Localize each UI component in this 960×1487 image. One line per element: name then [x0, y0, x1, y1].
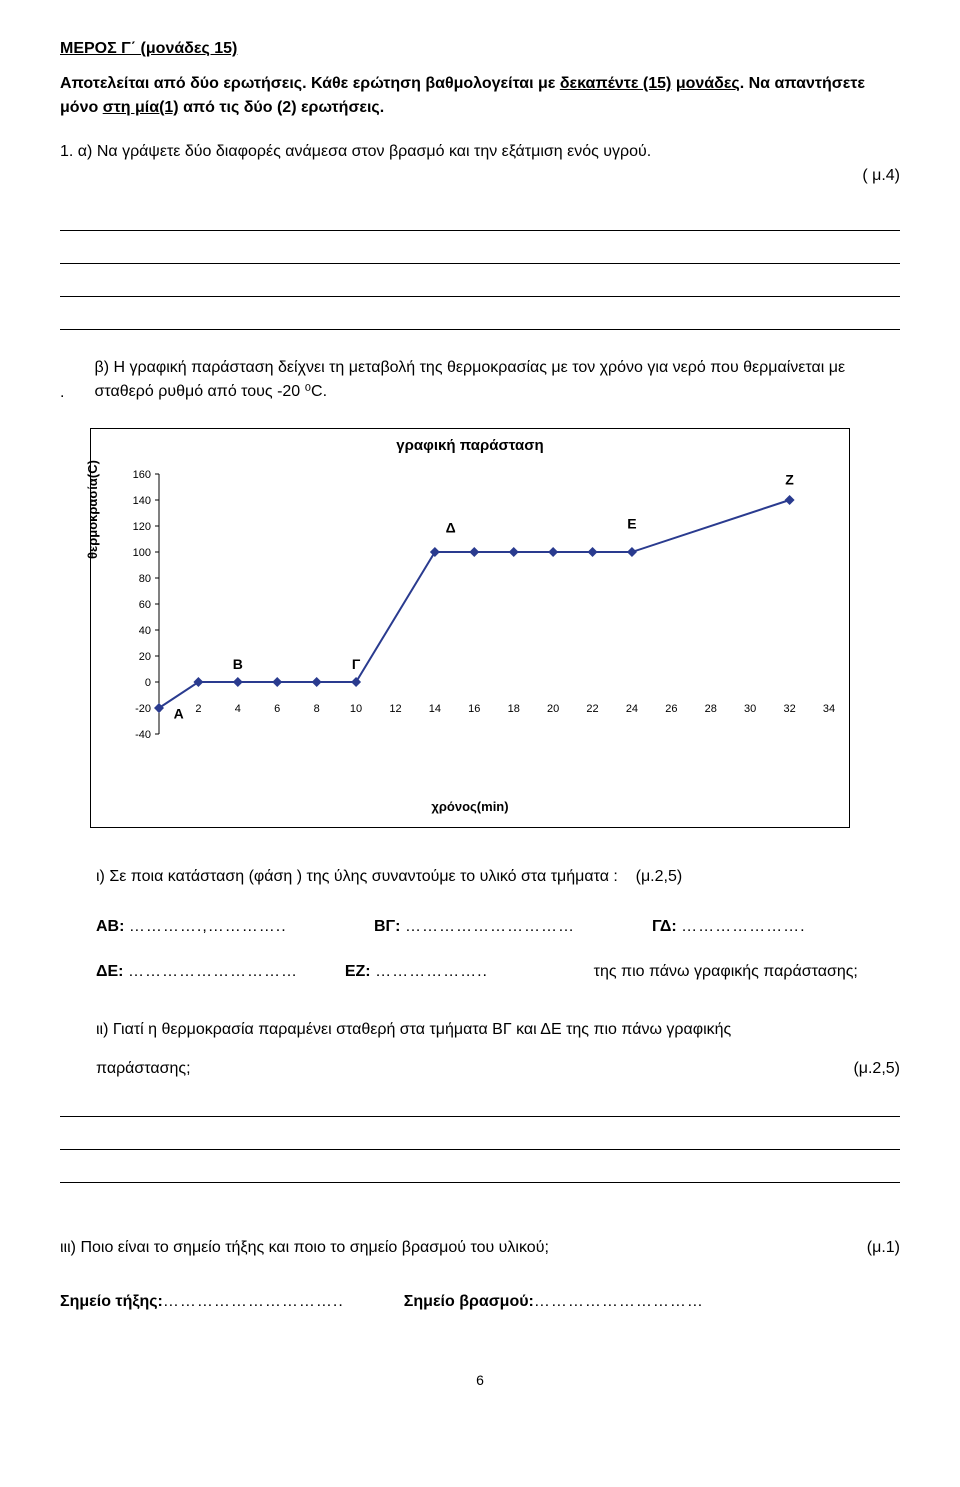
qi-text: ι) Σε ποια κατάσταση (φάση ) της ύλης συ…: [96, 868, 618, 885]
qi-de-label: ΔΕ:: [96, 963, 124, 980]
svg-text:14: 14: [429, 703, 441, 715]
svg-text:10: 10: [350, 703, 362, 715]
blank-line: [60, 274, 900, 297]
svg-text:Β: Β: [233, 656, 243, 672]
page-number: 6: [60, 1372, 900, 1388]
question-iii: ιιι) Ποιο είναι το σημείο τήξης και ποιο…: [60, 1229, 900, 1322]
qi-bg-label: ΒΓ:: [374, 918, 401, 935]
svg-text:-20: -20: [135, 703, 151, 715]
chart-xlabel: χρόνος(min): [99, 799, 841, 814]
qiii-text: ιιι) Ποιο είναι το σημείο τήξης και ποιο…: [60, 1229, 549, 1267]
svg-text:12: 12: [389, 703, 401, 715]
intro-pre: Αποτελείται από δύο ερωτήσεις. Κάθε ερώτ…: [60, 75, 560, 92]
svg-text:8: 8: [314, 703, 320, 715]
qi-tail: της πιο πάνω γραφικής παράστασης;: [594, 963, 858, 980]
qiii-pts: (μ.1): [867, 1229, 900, 1267]
qi-ab-label: ΑΒ:: [96, 918, 124, 935]
dot: .: [60, 384, 67, 418]
blank-line: [60, 1094, 900, 1117]
qi-row-1: ΑΒ: ………….,………….. ΒΓ: ………………………… ΓΔ: ……………: [96, 908, 900, 946]
svg-text:0: 0: [145, 677, 151, 689]
svg-text:34: 34: [823, 703, 835, 715]
svg-text:30: 30: [744, 703, 756, 715]
qi-ez-dots: ………………..: [375, 963, 488, 980]
blank-line: [60, 307, 900, 330]
chart-container: γραφική παράσταση θερμοκρασία(C) -40-200…: [90, 428, 850, 828]
q1-b-text: β) Η γραφική παράσταση δείχνει τη μεταβο…: [95, 356, 900, 404]
svg-text:16: 16: [468, 703, 480, 715]
svg-text:18: 18: [508, 703, 520, 715]
qi-ab-dots: ………….,…………..: [129, 918, 287, 935]
svg-text:140: 140: [133, 495, 151, 507]
svg-text:80: 80: [139, 573, 151, 585]
intro-u1: δεκαπέντε (15): [560, 75, 672, 92]
q1-a-points: ( μ.4): [60, 164, 900, 188]
svg-text:28: 28: [705, 703, 717, 715]
svg-text:4: 4: [235, 703, 241, 715]
blank-line: [60, 208, 900, 231]
svg-text:120: 120: [133, 521, 151, 533]
question-ii: ιι) Γιατί η θερμοκρασία παραμένει σταθερ…: [96, 1011, 900, 1088]
qiii-boil-dots: …………………………: [534, 1293, 704, 1310]
qii-pts: (μ.2,5): [853, 1050, 900, 1088]
qiii-melt-dots: …………………………..: [163, 1293, 344, 1310]
chart-title: γραφική παράσταση: [99, 437, 841, 454]
svg-text:32: 32: [783, 703, 795, 715]
svg-text:Ε: Ε: [627, 516, 636, 532]
question-1: 1. α) Να γράψετε δύο διαφορές ανάμεσα στ…: [60, 140, 900, 188]
qi-ez-label: ΕΖ:: [345, 963, 371, 980]
svg-text:6: 6: [274, 703, 280, 715]
svg-text:40: 40: [139, 625, 151, 637]
qi-gd-dots: ………………….: [681, 918, 805, 935]
qiii-melt-label: Σημείο τήξης:: [60, 1293, 163, 1310]
svg-text:Δ: Δ: [446, 520, 456, 536]
q1-a-text: α) Να γράψετε δύο διαφορές ανάμεσα στον …: [78, 143, 651, 160]
blank-line: [60, 1127, 900, 1150]
svg-text:Ζ: Ζ: [785, 471, 794, 487]
chart-ylabel: θερμοκρασία(C): [85, 460, 100, 559]
qi-pts: (μ.2,5): [636, 868, 683, 885]
q1-num: 1.: [60, 143, 73, 160]
intro-u2: μονάδες: [676, 75, 740, 92]
blank-line: [60, 1160, 900, 1183]
qi-row-2: ΔΕ: ………………………… ΕΖ: ……………….. της πιο πάνω…: [96, 953, 900, 991]
svg-text:100: 100: [133, 547, 151, 559]
section-title: ΜΕΡΟΣ Γ΄ (μονάδες 15): [60, 40, 900, 58]
qi-bg-dots: …………………………: [405, 918, 575, 935]
qii-text: ιι) Γιατί η θερμοκρασία παραμένει σταθερ…: [96, 1011, 736, 1088]
qi-de-dots: …………………………: [128, 963, 298, 980]
intro-u3: στη μία(1): [103, 99, 179, 116]
chart-svg: -40-200204060801001201401600246810121416…: [99, 464, 839, 764]
svg-text:20: 20: [139, 651, 151, 663]
qi-gd-label: ΓΔ:: [652, 918, 677, 935]
blank-line: [60, 241, 900, 264]
svg-text:Α: Α: [174, 705, 184, 721]
svg-text:Γ: Γ: [352, 656, 361, 672]
svg-text:20: 20: [547, 703, 559, 715]
svg-text:2: 2: [195, 703, 201, 715]
svg-text:-40: -40: [135, 729, 151, 741]
svg-text:26: 26: [665, 703, 677, 715]
question-i: ι) Σε ποια κατάσταση (φάση ) της ύλης συ…: [96, 858, 900, 991]
qiii-boil-label: Σημείο βρασμού:: [404, 1293, 534, 1310]
intro-end: από τις δύο (2) ερωτήσεις.: [179, 99, 385, 116]
svg-text:22: 22: [586, 703, 598, 715]
svg-text:60: 60: [139, 599, 151, 611]
svg-text:160: 160: [133, 469, 151, 481]
intro-text: Αποτελείται από δύο ερωτήσεις. Κάθε ερώτ…: [60, 72, 900, 120]
svg-text:24: 24: [626, 703, 638, 715]
